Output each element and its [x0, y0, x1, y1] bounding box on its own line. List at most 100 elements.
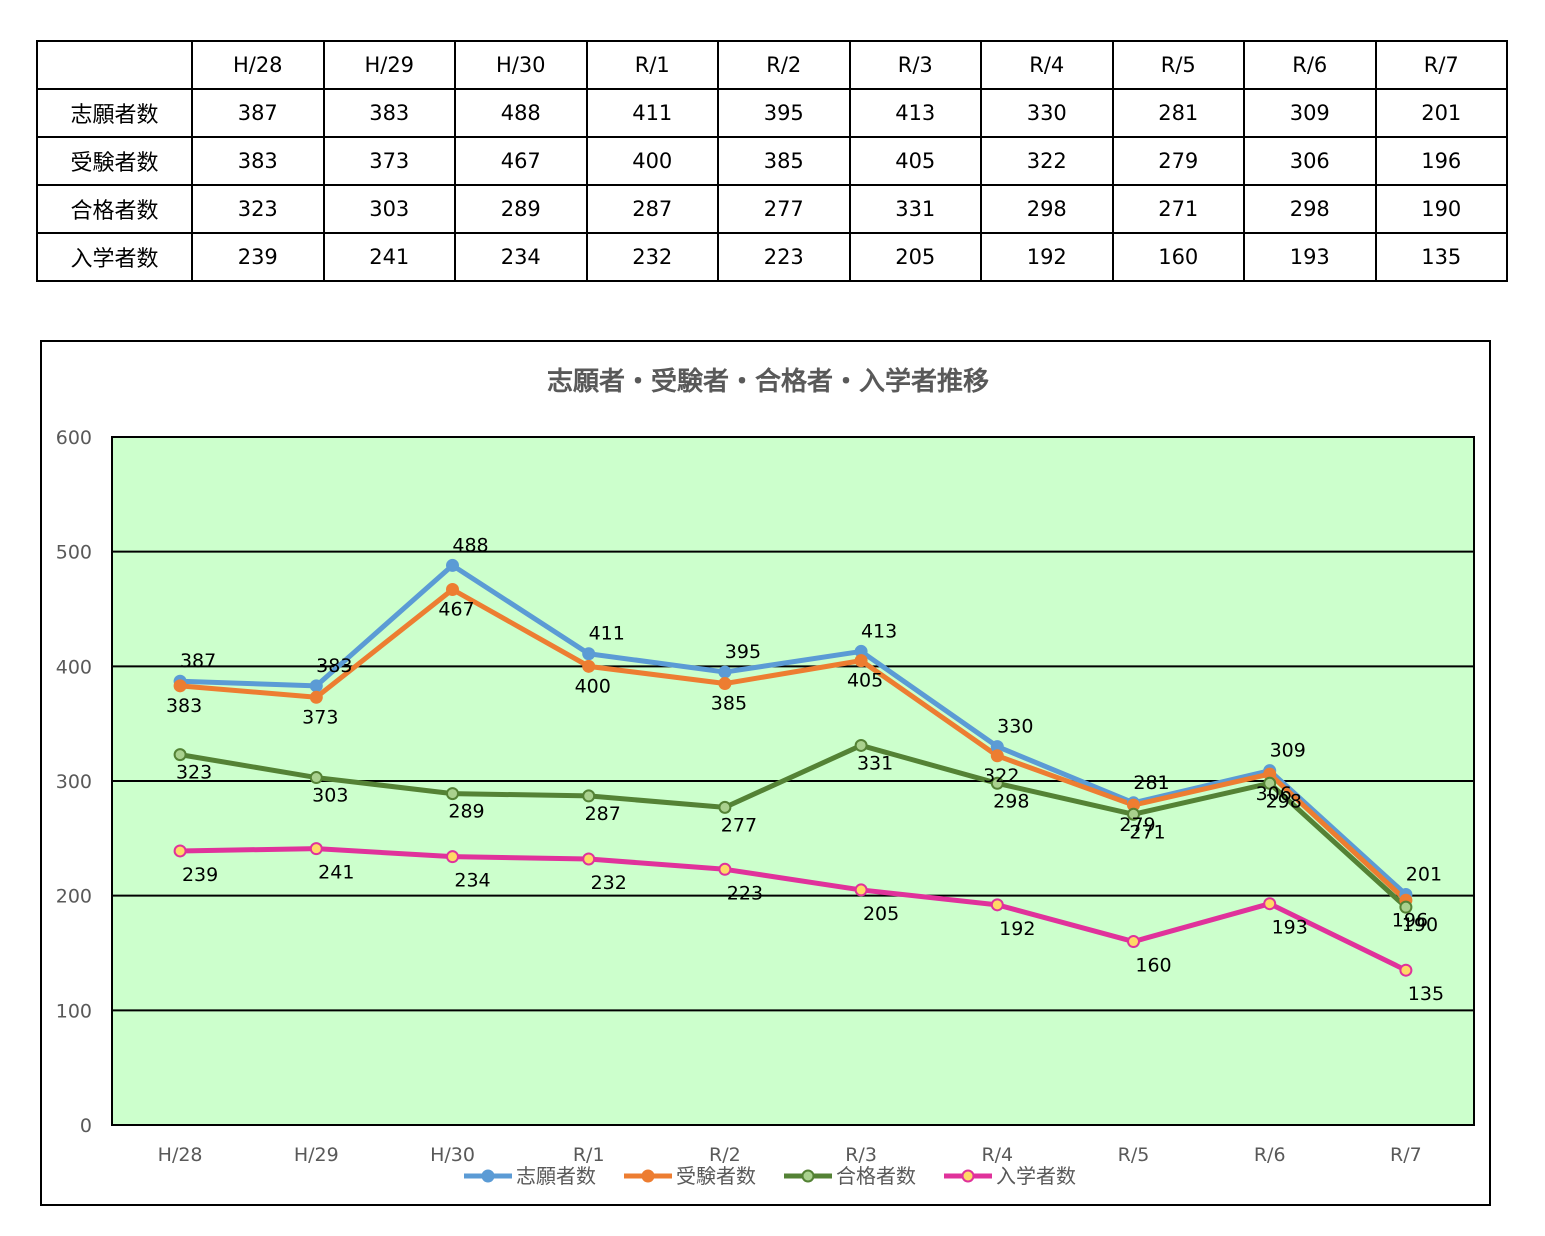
data-point	[582, 659, 596, 673]
table-cell: 467	[454, 136, 588, 186]
data-label: 383	[166, 695, 202, 717]
data-point	[1399, 963, 1413, 977]
data-label: 323	[176, 762, 212, 784]
chart-title: 志願者・受験者・合格者・入学者推移	[547, 366, 989, 397]
table-cell: 395	[717, 88, 851, 138]
series-line	[179, 742, 1408, 909]
table-header-row: H/28 H/29 H/30 R/1 R/2 R/3 R/4 R/5 R/6 R…	[36, 40, 1508, 90]
data-label: 205	[863, 903, 899, 925]
x-tick-label: H/28	[158, 1144, 203, 1166]
column-header: H/30	[454, 40, 588, 90]
data-label: 190	[1402, 914, 1438, 936]
data-point	[1127, 807, 1140, 821]
y-tick-label: 500	[56, 542, 92, 564]
data-point	[990, 749, 1004, 763]
table-cell: 323	[191, 184, 325, 234]
table-cell: 488	[454, 88, 588, 138]
column-header: H/28	[191, 40, 325, 90]
data-point	[718, 800, 732, 814]
y-tick-label: 100	[56, 1000, 92, 1022]
data-label: 201	[1406, 864, 1442, 886]
y-tick-label: 200	[56, 886, 92, 908]
table-cell: 413	[848, 88, 982, 138]
column-header: R/7	[1374, 40, 1508, 90]
table-cell: 193	[1243, 232, 1377, 282]
data-label: 467	[438, 599, 474, 621]
data-label: 405	[847, 670, 883, 692]
table-row: 受験者数 383 373 467 400 385 405 322 279 306…	[36, 136, 1508, 186]
data-point	[582, 647, 596, 661]
x-tick-label: H/30	[430, 1144, 475, 1166]
data-label: 160	[1135, 955, 1171, 977]
data-label: 241	[318, 862, 354, 884]
column-header: R/3	[848, 40, 982, 90]
series-line	[180, 562, 1408, 897]
y-tick-label: 300	[56, 771, 92, 793]
data-label: 223	[727, 882, 763, 904]
data-label: 413	[861, 620, 897, 642]
data-point	[309, 690, 323, 704]
table-cell: 160	[1111, 232, 1245, 282]
data-table: H/28 H/29 H/30 R/1 R/2 R/3 R/4 R/5 R/6 R…	[36, 40, 1508, 282]
data-point	[446, 787, 459, 801]
table-cell: 279	[1111, 136, 1245, 186]
table-cell: 223	[717, 232, 851, 282]
table-cell: 331	[848, 184, 982, 234]
data-point	[718, 677, 732, 691]
data-label: 281	[1133, 772, 1169, 794]
x-tick-label: R/6	[1254, 1144, 1286, 1166]
data-point	[854, 654, 868, 668]
column-header: R/5	[1111, 40, 1245, 90]
table-cell: 271	[1111, 184, 1245, 234]
data-point	[854, 883, 868, 897]
table-cell: 190	[1374, 184, 1508, 234]
table-cell: 196	[1374, 136, 1508, 186]
table-cell: 306	[1243, 136, 1377, 186]
column-header: R/6	[1243, 40, 1377, 90]
table-cell: 192	[980, 232, 1114, 282]
data-label: 330	[997, 716, 1033, 738]
data-point	[582, 852, 596, 866]
data-point	[718, 862, 732, 876]
legend-label: 志願者数	[516, 1164, 596, 1188]
data-label: 306	[1256, 783, 1292, 805]
data-label: 298	[993, 790, 1029, 812]
data-label: 322	[983, 765, 1019, 787]
column-header: R/2	[717, 40, 851, 90]
table-cell: 281	[1111, 88, 1245, 138]
data-point	[309, 771, 323, 785]
table-cell: 385	[717, 136, 851, 186]
y-tick-label: 0	[80, 1115, 92, 1137]
x-tick-label: R/5	[1118, 1144, 1150, 1166]
data-label: 271	[1129, 821, 1165, 843]
data-label: 387	[180, 650, 216, 672]
series-line	[180, 846, 1407, 973]
table-cell: 232	[585, 232, 719, 282]
legend-label: 合格者数	[836, 1164, 916, 1188]
data-label: 383	[316, 655, 352, 677]
data-point	[854, 738, 868, 752]
data-label: 303	[312, 785, 348, 807]
data-point	[582, 789, 596, 803]
series-line	[179, 587, 1408, 903]
data-point	[1263, 776, 1277, 790]
data-label: 411	[589, 623, 625, 645]
data-point	[446, 583, 459, 597]
data-label: 331	[857, 752, 893, 774]
table-cell: 277	[717, 184, 851, 234]
data-point	[173, 748, 187, 762]
row-header: 志願者数	[36, 88, 193, 138]
data-label: 289	[448, 801, 484, 823]
table-cell: 405	[848, 136, 982, 186]
row-header: 合格者数	[36, 184, 193, 234]
data-label: 239	[182, 864, 218, 886]
table-cell: 298	[980, 184, 1114, 234]
x-tick-label: R/1	[573, 1144, 605, 1166]
table-corner-cell	[36, 40, 193, 90]
table-cell: 201	[1374, 88, 1508, 138]
table-cell: 330	[980, 88, 1114, 138]
data-label: 277	[721, 814, 757, 836]
data-point	[173, 844, 187, 858]
data-label: 385	[711, 693, 747, 715]
data-label: 192	[999, 918, 1035, 940]
